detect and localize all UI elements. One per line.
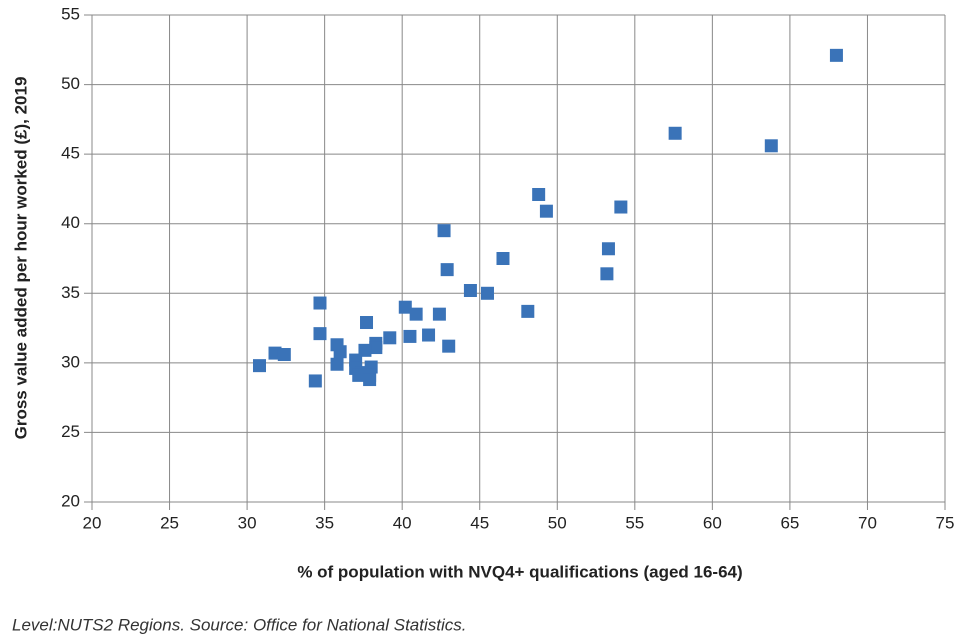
x-tick-label: 40 xyxy=(393,513,412,532)
x-tick-label: 70 xyxy=(858,513,877,532)
marker xyxy=(496,252,510,265)
y-tick-label: 30 xyxy=(61,352,80,371)
marker xyxy=(277,348,291,362)
marker xyxy=(369,341,383,355)
marker xyxy=(252,359,266,373)
marker xyxy=(432,307,446,321)
marker xyxy=(601,242,615,256)
footnote: Level:NUTS2 Regions. Source: Office for … xyxy=(12,615,466,634)
marker xyxy=(330,357,344,371)
x-tick-label: 50 xyxy=(548,513,567,532)
marker xyxy=(668,126,682,140)
marker xyxy=(313,327,327,341)
marker xyxy=(480,286,494,300)
x-tick-label: 55 xyxy=(625,513,644,532)
marker xyxy=(383,331,397,345)
marker xyxy=(422,328,436,342)
marker xyxy=(442,339,456,353)
marker xyxy=(600,267,614,281)
x-tick-label: 25 xyxy=(160,513,179,532)
marker xyxy=(308,374,322,388)
y-tick-label: 35 xyxy=(61,283,80,302)
marker xyxy=(440,263,454,277)
marker xyxy=(829,48,843,62)
marker xyxy=(532,187,546,201)
marker xyxy=(437,224,451,238)
marker xyxy=(363,373,377,387)
y-tick-label: 40 xyxy=(61,213,80,232)
marker xyxy=(333,345,347,359)
marker xyxy=(352,368,366,382)
x-tick-label: 65 xyxy=(780,513,799,532)
y-tick-label: 20 xyxy=(61,491,80,510)
marker xyxy=(539,204,553,218)
x-tick-label: 35 xyxy=(315,513,334,532)
x-tick-label: 20 xyxy=(83,513,102,532)
x-tick-label: 45 xyxy=(470,513,489,532)
marker xyxy=(398,300,412,314)
marker xyxy=(409,307,423,321)
marker xyxy=(360,316,374,330)
y-axis-label: Gross value added per hour worked (£), 2… xyxy=(11,77,30,440)
x-tick-label: 60 xyxy=(703,513,722,532)
y-tick-label: 45 xyxy=(61,144,80,163)
marker xyxy=(614,200,628,214)
marker xyxy=(521,304,535,318)
marker xyxy=(403,329,417,343)
x-tick-label: 75 xyxy=(936,513,955,532)
x-axis-label: % of population with NVQ4+ qualification… xyxy=(297,562,742,581)
x-tick-label: 30 xyxy=(238,513,257,532)
marker xyxy=(313,296,327,310)
marker xyxy=(463,284,477,298)
y-tick-label: 25 xyxy=(61,422,80,441)
y-tick-label: 55 xyxy=(61,4,80,23)
y-tick-label: 50 xyxy=(61,74,80,93)
marker xyxy=(764,139,778,153)
